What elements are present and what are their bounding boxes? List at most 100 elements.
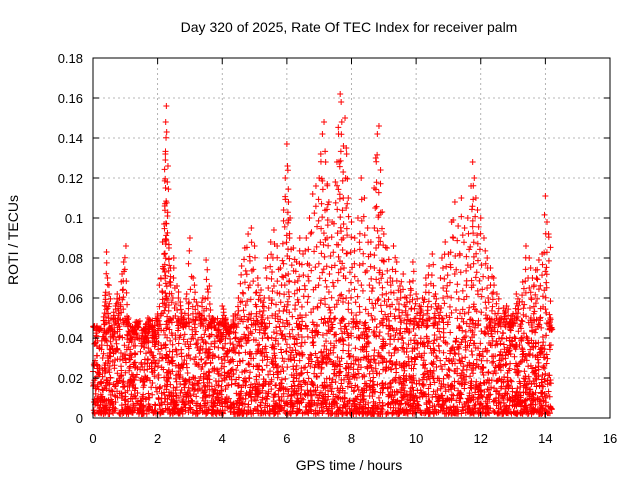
y-tick-label: 0.14 [58, 131, 83, 146]
data-point [319, 353, 326, 360]
data-point [495, 377, 502, 384]
data-point [343, 365, 350, 372]
data-point [276, 323, 283, 330]
data-point [334, 354, 341, 361]
data-point [401, 382, 408, 389]
data-point [462, 333, 469, 340]
data-point [241, 331, 248, 338]
data-point [372, 365, 379, 372]
data-point [102, 336, 109, 343]
data-point [540, 398, 547, 405]
data-point [486, 396, 493, 403]
data-point [391, 391, 398, 398]
data-point [430, 340, 437, 347]
data-point [288, 392, 295, 399]
data-point [164, 359, 171, 366]
data-point [320, 359, 327, 366]
data-point [400, 392, 407, 399]
data-point [467, 396, 474, 403]
data-point [497, 340, 504, 347]
data-point [302, 391, 309, 398]
data-point [305, 399, 312, 406]
data-point [168, 330, 175, 337]
data-point [511, 409, 518, 416]
data-point [385, 393, 392, 400]
data-point [462, 354, 469, 361]
data-point [382, 381, 389, 388]
data-point [151, 401, 158, 408]
data-point [348, 360, 355, 367]
data-point [411, 346, 418, 353]
data-point [451, 349, 458, 356]
data-point [328, 319, 335, 326]
data-point [441, 361, 448, 368]
data-point [280, 367, 287, 374]
data-point [462, 344, 469, 351]
data-point [439, 366, 446, 373]
data-point [511, 334, 518, 341]
data-point [149, 391, 156, 398]
data-point [547, 342, 554, 349]
data-point [222, 340, 229, 347]
data-point [538, 376, 545, 383]
data-point [544, 355, 551, 362]
data-point [491, 385, 498, 392]
data-point [158, 395, 165, 402]
data-point [503, 349, 510, 356]
data-point [459, 336, 466, 343]
data-point [226, 373, 233, 380]
data-point [387, 404, 394, 411]
data-point [246, 388, 253, 395]
data-point [344, 401, 351, 408]
data-point [457, 389, 464, 396]
data-point [400, 378, 407, 385]
data-point [387, 333, 394, 340]
data-point [333, 338, 340, 345]
data-point [452, 368, 459, 375]
data-point [134, 365, 141, 372]
data-point [391, 376, 398, 383]
data-point [206, 386, 213, 393]
data-point [538, 324, 545, 331]
data-point [138, 375, 145, 382]
data-point [540, 383, 547, 390]
data-point [296, 357, 303, 364]
data-point [463, 398, 470, 405]
data-point [368, 356, 375, 363]
data-point [344, 330, 351, 337]
data-point [172, 405, 179, 412]
data-point [356, 335, 363, 342]
data-point [198, 356, 205, 363]
data-point [155, 362, 162, 369]
data-point [327, 340, 334, 347]
data-point [122, 369, 129, 376]
data-point [277, 327, 284, 334]
data-point [503, 390, 510, 397]
data-point [437, 362, 444, 369]
data-point [297, 343, 304, 350]
data-point [494, 387, 501, 394]
x-tick-label: 8 [348, 431, 355, 446]
data-point [523, 396, 530, 403]
data-point [93, 361, 100, 368]
data-point [190, 409, 197, 416]
data-point [203, 404, 210, 411]
data-point [248, 330, 255, 337]
data-point [366, 370, 373, 377]
data-point [336, 358, 343, 365]
data-point [193, 340, 200, 347]
data-point [270, 394, 277, 401]
data-point [389, 398, 396, 405]
data-point [344, 383, 351, 390]
data-point [208, 340, 215, 347]
data-point [489, 359, 496, 366]
data-point [201, 331, 208, 338]
data-point [475, 345, 482, 352]
data-point [162, 331, 169, 338]
data-point [431, 379, 438, 386]
data-point [440, 349, 447, 356]
data-point [539, 372, 546, 379]
data-point [202, 400, 209, 407]
data-point [323, 360, 330, 367]
data-point [280, 390, 287, 397]
